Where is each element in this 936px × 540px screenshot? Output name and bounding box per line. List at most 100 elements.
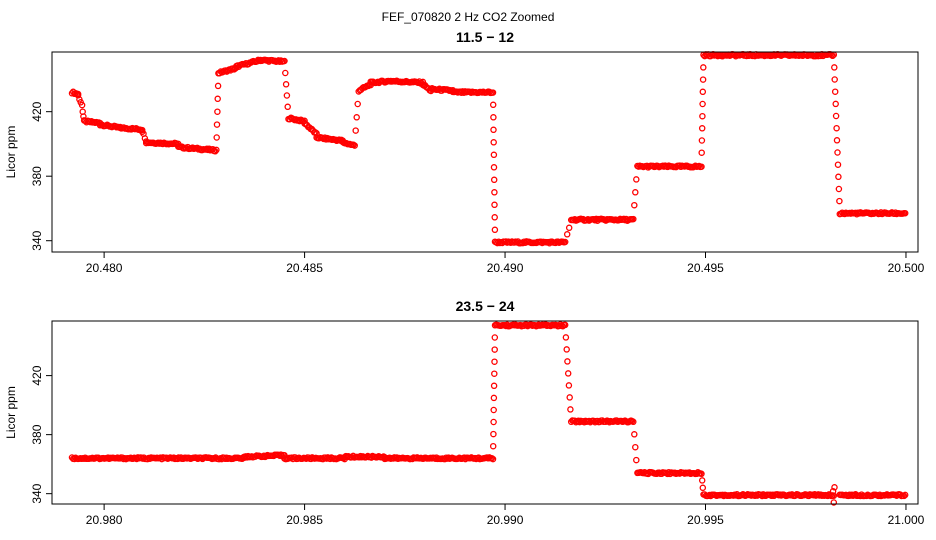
data-point: [490, 151, 498, 159]
data-point: [490, 164, 498, 171]
data-point: [564, 370, 572, 377]
data-point: [699, 484, 707, 492]
plot-frame: [51, 320, 919, 505]
data-point: [489, 442, 497, 450]
plot-frame: [51, 51, 919, 253]
data-point: [829, 52, 836, 60]
data-point: [491, 189, 498, 196]
data-point: [698, 137, 706, 144]
data-point: [78, 101, 86, 109]
data-point: [353, 114, 360, 121]
y-axis: 340 380 420: [30, 365, 52, 504]
data-point: [489, 89, 497, 96]
data-point: [831, 64, 838, 71]
data-point: [491, 201, 498, 209]
data-point: [561, 321, 569, 329]
data-point: [565, 382, 573, 389]
data-point: [490, 114, 497, 121]
data-point: [564, 358, 571, 365]
data-point: [561, 238, 569, 246]
x-tick-label: 21.000: [888, 513, 925, 527]
data-point: [698, 477, 706, 484]
data-point: [900, 492, 908, 500]
data-point: [633, 176, 640, 183]
data-point: [632, 189, 639, 196]
data-point: [563, 346, 570, 353]
data-point: [283, 92, 291, 99]
data-point: [831, 88, 839, 95]
y-axis-label: Licor ppm: [4, 386, 18, 439]
data-point: [834, 149, 841, 156]
x-tick-label: 20.990: [487, 513, 524, 527]
x-tick-label: 20.480: [86, 261, 123, 275]
data-point: [354, 100, 361, 108]
x-tick-label: 20.500: [888, 261, 925, 275]
data-point: [214, 108, 221, 115]
data-point: [214, 95, 221, 103]
data-point: [630, 215, 637, 223]
data-points: [68, 321, 909, 506]
data-point: [213, 121, 221, 128]
data-point: [829, 487, 837, 495]
data-point: [831, 484, 838, 491]
data-point: [491, 214, 498, 221]
x-tick-label: 20.980: [86, 513, 123, 527]
data-point: [631, 431, 638, 438]
y-axis: 340 380 420: [30, 101, 52, 251]
data-point: [901, 209, 909, 217]
data-point: [491, 346, 498, 353]
data-point: [490, 176, 498, 184]
data-point: [281, 57, 288, 65]
y-tick-label: 380: [30, 166, 44, 186]
data-point: [491, 334, 499, 341]
data-point: [699, 100, 706, 108]
data-point: [490, 406, 497, 414]
data-point: [567, 406, 574, 413]
data-point: [284, 103, 291, 111]
x-tick-label: 20.490: [487, 261, 524, 275]
data-point: [282, 81, 290, 88]
data-point: [563, 231, 571, 238]
figure-title: FEF_070820 2 Hz CO2 Zoomed: [382, 10, 555, 24]
data-point: [833, 137, 841, 144]
data-point: [352, 127, 359, 134]
data-point: [698, 163, 705, 170]
x-tick-label: 20.995: [687, 513, 724, 527]
y-tick-label: 380: [30, 424, 44, 444]
data-point: [832, 112, 840, 120]
x-axis: 20.980 20.985 20.990 20.995 21.000: [86, 504, 925, 527]
y-tick-label: 340: [30, 230, 44, 250]
y-axis-label: Licor ppm: [4, 126, 18, 179]
data-point: [491, 370, 498, 377]
data-point: [698, 149, 705, 156]
x-axis: 20.480 20.485 20.490 20.495 20.500: [86, 252, 925, 275]
panel-title: 23.5 − 24: [456, 298, 515, 314]
data-point: [698, 470, 705, 478]
data-point: [213, 146, 220, 154]
data-point: [901, 491, 909, 499]
data-point: [700, 64, 707, 71]
x-tick-label: 20.495: [687, 261, 724, 275]
data-point: [633, 456, 640, 464]
x-tick-label: 20.485: [286, 261, 323, 275]
data-point: [214, 82, 222, 90]
data-point: [699, 112, 706, 120]
data-point: [698, 125, 706, 132]
data-point: [490, 394, 498, 402]
x-tick-label: 20.985: [286, 513, 323, 527]
data-point: [490, 430, 497, 438]
data-point: [565, 224, 573, 232]
data-point: [80, 113, 87, 120]
data-point: [833, 124, 840, 132]
data-point: [632, 443, 639, 451]
data-point: [490, 382, 498, 390]
data-point: [491, 226, 499, 234]
data-point: [631, 201, 638, 209]
data-point: [490, 418, 497, 426]
data-point: [832, 100, 839, 108]
data-point: [830, 499, 838, 506]
data-point: [835, 185, 843, 193]
